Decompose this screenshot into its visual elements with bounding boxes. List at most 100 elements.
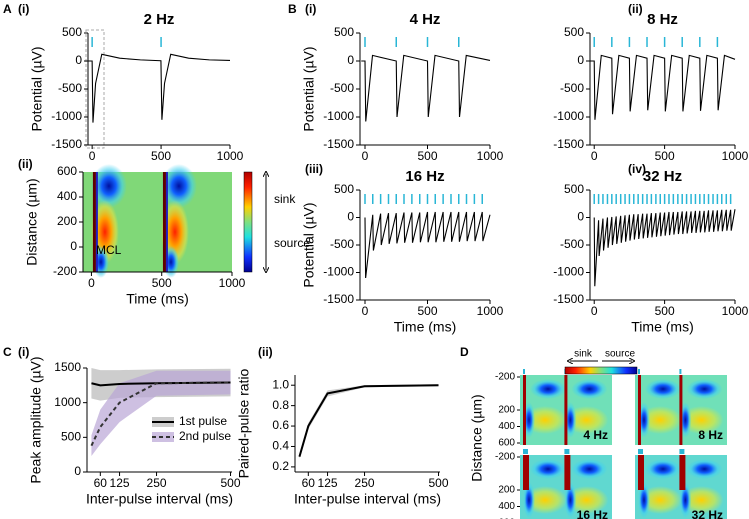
- trace: [88, 53, 231, 123]
- heatmap: [635, 449, 727, 519]
- y-tick-label: -500: [560, 237, 584, 251]
- y-tick-label: 0: [347, 210, 354, 224]
- heat-stripe: [679, 455, 686, 490]
- panel-label: D: [460, 345, 469, 359]
- y-tick-label: 1000: [54, 395, 81, 409]
- y-tick-label: -1500: [323, 137, 354, 151]
- y-tick-label: 200: [498, 405, 515, 416]
- panel-sublabel: (ii): [628, 2, 643, 16]
- y-tick-label: 200: [498, 485, 515, 496]
- y-tick-label: 600: [57, 164, 77, 178]
- panel-sublabel: (i): [305, 2, 316, 16]
- x-tick-label: 500: [655, 149, 675, 163]
- stim-marker: [564, 449, 570, 454]
- x-tick-label: 60: [302, 476, 316, 490]
- x-tick-label: 1000: [219, 276, 246, 290]
- y-tick-label: 400: [498, 501, 515, 512]
- x-tick-label: 0: [89, 149, 96, 163]
- panel-sublabel: (ii): [258, 345, 273, 359]
- colorbar-label: sink: [274, 192, 296, 206]
- chart-title: 16 Hz: [405, 168, 444, 185]
- heat-blob: [160, 164, 197, 208]
- panel-freq: 16 Hz: [577, 508, 608, 519]
- x-tick-label: 0: [591, 149, 598, 163]
- x-tick-label: 500: [655, 304, 675, 318]
- x-tick-label: 500: [221, 476, 241, 490]
- legend-label: 1st pulse: [179, 414, 227, 428]
- x-tick-label: 1000: [217, 149, 244, 163]
- heat-stripe: [523, 455, 529, 490]
- x-tick-label: 250: [355, 476, 375, 490]
- y-tick-label: -200: [53, 264, 77, 278]
- y-tick-label: 600: [498, 438, 515, 449]
- y-tick-label: -500: [58, 81, 82, 95]
- legend-label: 2nd pulse: [179, 429, 231, 443]
- y-tick-label: 0.2: [272, 459, 289, 473]
- x-tick-label: 500: [417, 304, 437, 318]
- stim-marker: [638, 449, 643, 454]
- panel-freq: 8 Hz: [698, 428, 723, 442]
- panel-label: B: [288, 2, 297, 16]
- colorbar-label: sink: [574, 349, 593, 360]
- panel-freq: 32 Hz: [692, 508, 723, 519]
- y-tick-label: 0.6: [272, 418, 289, 432]
- y-tick-label: 0: [577, 210, 584, 224]
- x-tick-label: 125: [110, 476, 130, 490]
- y-tick-label: -1000: [51, 109, 82, 123]
- y-tick-label: -500: [330, 237, 354, 251]
- x-tick-label: 500: [429, 476, 449, 490]
- y-tick-label: 0: [347, 53, 354, 67]
- stim-marker: [679, 369, 682, 374]
- heat-stripe: [162, 172, 166, 272]
- y-tick-label: -1000: [323, 265, 354, 279]
- y-tick-label: 500: [564, 25, 584, 39]
- y-tick-label: -1000: [553, 265, 584, 279]
- x-axis-label: Inter-pulse interval (ms): [294, 491, 441, 507]
- x-tick-label: 1000: [477, 149, 504, 163]
- y-tick-label: -500: [330, 81, 354, 95]
- trace: [361, 54, 491, 122]
- y-tick-label: 400: [498, 421, 515, 432]
- y-tick-label: -1500: [51, 137, 82, 151]
- heat-stripe: [95, 172, 98, 272]
- heat-blob: [90, 164, 127, 208]
- heat-blob: [638, 482, 650, 518]
- panel-label: C: [3, 345, 12, 359]
- y-tick-label: 400: [57, 189, 77, 203]
- stim-marker: [638, 369, 640, 374]
- y-tick-label: 500: [61, 430, 81, 444]
- y-tick-label: 500: [334, 182, 354, 196]
- heat-blob: [530, 459, 566, 479]
- x-tick-label: 0: [362, 304, 369, 318]
- colorbar: [243, 171, 253, 273]
- colorbar-label: source: [605, 349, 635, 360]
- y-tick-label: -500: [560, 81, 584, 95]
- y-tick-label: 0: [577, 53, 584, 67]
- x-tick-label: 1000: [722, 149, 749, 163]
- y-tick-label: -1000: [323, 109, 354, 123]
- y-tick-label: -1500: [553, 292, 584, 306]
- error-band: [91, 370, 231, 457]
- x-tick-label: 500: [151, 149, 171, 163]
- x-axis-label: Time (ms): [631, 319, 693, 335]
- y-tick-label: 1.0: [272, 377, 289, 391]
- panel-sublabel: (i): [18, 2, 29, 16]
- heat-stripe: [564, 455, 571, 490]
- trace: [364, 211, 491, 279]
- heat-blob: [686, 459, 723, 479]
- heat-blob: [645, 459, 681, 479]
- heat-stripe: [564, 375, 568, 445]
- panel-sublabel: (iii): [305, 162, 323, 176]
- panel-sublabel: (iv): [628, 162, 646, 176]
- trace: [593, 209, 736, 287]
- y-tick-label: 500: [564, 182, 584, 196]
- x-tick-label: 500: [152, 276, 172, 290]
- x-tick-label: 0: [88, 276, 95, 290]
- heat-blob: [523, 482, 535, 518]
- y-tick-label: 200: [57, 214, 77, 228]
- heat-blob: [645, 379, 681, 399]
- y-axis-label: Paired-pulse ratio: [236, 368, 252, 478]
- chart-title: 2 Hz: [144, 11, 175, 28]
- panel-sublabel: (ii): [18, 157, 33, 171]
